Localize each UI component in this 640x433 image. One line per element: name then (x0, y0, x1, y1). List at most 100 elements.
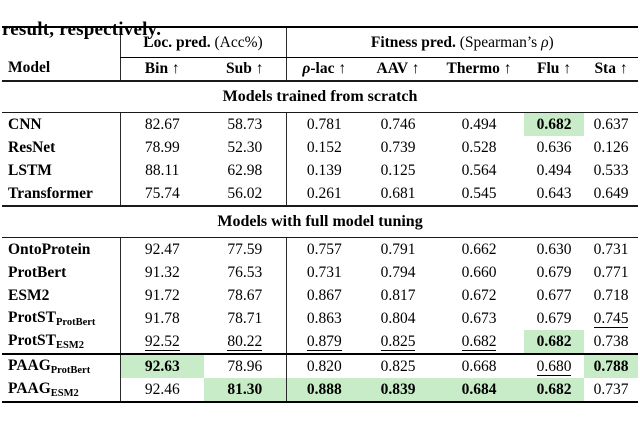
table-row: ProtBert 91.32 76.53 0.731 0.794 0.660 0.679 0.… (2, 261, 638, 284)
table-cell: 0.757 (285, 237, 362, 261)
table-cell: 0.494 (524, 159, 584, 182)
cell-value: 0.673 (461, 309, 497, 327)
cell-value: 0.825 (380, 332, 416, 351)
group-label-paren: (Acc%) (210, 33, 263, 51)
cell-value: 0.643 (536, 184, 572, 202)
table-cell: 0.564 (434, 159, 524, 182)
table-cell: 0.739 (362, 136, 434, 159)
table-cell: 0.680 (524, 353, 584, 378)
table-cell: 92.52 (119, 330, 204, 354)
cell-value: 0.739 (380, 138, 416, 156)
model-name-cell: OntoProtein (2, 238, 120, 262)
table-cell: 0.839 (362, 378, 434, 402)
table-cell: 92.63 (119, 353, 204, 378)
table-row: Transformer 75.74 56.02 0.261 0.681 0.545 0.64… (2, 182, 638, 206)
table-cell: 78.67 (204, 284, 286, 307)
table-cell: 0.731 (584, 238, 638, 262)
table-cell: 80.22 (204, 330, 286, 354)
table-cell: 0.677 (524, 284, 584, 307)
model-name-cell: ProtSTProtBert (2, 307, 120, 330)
cell-value: 0.745 (593, 309, 629, 328)
cell-value: 0.682 (536, 115, 572, 133)
table-header: Model Loc. pred. (Acc%) Fitness pred. (S… (2, 27, 639, 82)
cell-value: 82.67 (144, 115, 180, 133)
cell-value: 0.564 (461, 161, 497, 179)
table-cell: 0.139 (285, 159, 362, 182)
table-cell: 77.59 (204, 238, 286, 262)
cell-value: 0.494 (536, 161, 572, 179)
cell-value: 0.825 (380, 357, 416, 375)
table-cell: 91.32 (119, 261, 204, 284)
cell-value: 0.660 (461, 263, 497, 281)
cell-value: 0.637 (593, 115, 629, 133)
model-name-cell: ResNet (2, 136, 120, 159)
cell-value: 56.02 (227, 184, 263, 202)
section-title: Models trained from scratch (2, 80, 639, 113)
model-name-cell: PAAGESM2 (2, 378, 120, 402)
table-body: Models trained from scratch CNN 82.67 58.73… (2, 80, 639, 402)
cell-value: 0.677 (536, 286, 572, 304)
cell-value: 0.794 (380, 263, 416, 281)
table-cell: 91.78 (119, 307, 204, 330)
table-cell: 0.643 (524, 182, 584, 206)
group-label-italic: ρ (541, 33, 549, 51)
cell-value: 75.74 (144, 184, 180, 202)
table-cell: 0.682 (524, 112, 584, 136)
table-cell: 0.679 (524, 307, 584, 330)
col-label: Thermo ↑ (446, 60, 512, 77)
cell-value: 0.684 (461, 380, 497, 398)
cell-value: 78.96 (227, 357, 263, 375)
table-cell: 0.820 (285, 353, 362, 378)
model-name-cell: CNN (2, 113, 120, 137)
table-cell: 88.11 (119, 159, 204, 182)
table-cell: 78.96 (204, 353, 286, 378)
group-label: Loc. pred. (143, 33, 211, 51)
cell-value: 78.67 (227, 286, 263, 304)
cell-value: 0.888 (306, 380, 342, 398)
cell-value: 0.679 (536, 263, 572, 281)
caption-text: result, respectively. (2, 19, 162, 40)
group-label-paren: ) (548, 33, 554, 51)
column-group-fitness-pred: Fitness pred. (Spearman’s ρ) (285, 27, 639, 58)
table-cell: 0.825 (362, 353, 434, 378)
table-cell: 0.746 (362, 113, 434, 137)
col-label: -lac ↑ (310, 60, 347, 77)
cell-value: 0.649 (593, 184, 629, 202)
model-name: OntoProtein (8, 240, 91, 258)
cell-value: 77.59 (227, 240, 263, 258)
table-cell: 0.681 (362, 182, 434, 206)
model-name: ProtST (8, 309, 56, 326)
table-cell: 91.72 (119, 284, 204, 307)
cell-value: 92.63 (144, 357, 180, 375)
table-cell: 0.817 (362, 284, 434, 307)
table-cell: 0.682 (524, 330, 584, 354)
model-name: LSTM (8, 161, 52, 179)
model-name: Transformer (8, 184, 93, 202)
table-cell: 76.53 (204, 261, 286, 284)
model-name-subscript: ProtBert (50, 365, 91, 376)
cell-value: 91.78 (144, 309, 180, 327)
model-name: ProtBert (8, 263, 67, 281)
column-header-sub: Sub ↑ (204, 58, 286, 82)
cell-value: 0.636 (536, 138, 572, 156)
header-sub-row: Bin ↑ Sub ↑ ρ-lac ↑ AAV ↑ Thermo ↑ Flu ↑… (2, 57, 638, 82)
cell-value: 78.71 (227, 309, 263, 327)
model-name: CNN (8, 115, 42, 133)
column-header-thermo: Thermo ↑ (434, 58, 524, 82)
table-cell: 0.261 (285, 182, 362, 206)
table-cell: 0.804 (362, 307, 434, 330)
model-name: PAAG (8, 357, 51, 374)
cell-value: 0.494 (461, 115, 497, 133)
cell-value: 0.746 (380, 115, 416, 133)
column-header-flu: Flu ↑ (524, 58, 584, 82)
table-cell: 0.660 (434, 261, 524, 284)
model-name-cell: LSTM (2, 159, 120, 182)
column-header-rho-lac: ρ-lac ↑ (285, 57, 362, 81)
cell-value: 0.126 (593, 138, 629, 156)
model-name: ESM2 (8, 286, 50, 304)
table-cell: 92.46 (119, 378, 204, 402)
cell-value: 0.682 (461, 332, 497, 351)
column-header-aav: AAV ↑ (362, 58, 434, 82)
model-name: ResNet (8, 138, 56, 156)
results-table: Model Loc. pred. (Acc%) Fitness pred. (S… (2, 26, 639, 403)
